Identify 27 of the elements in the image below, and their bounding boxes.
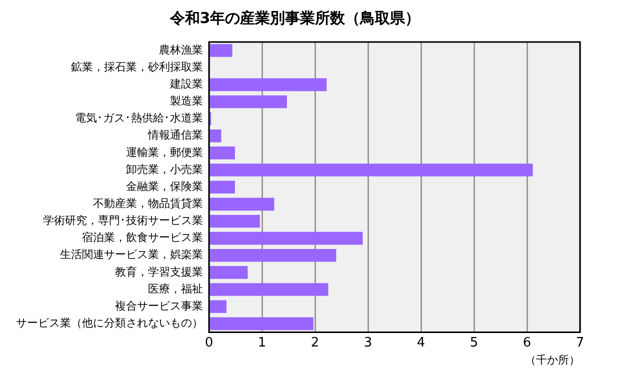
- y-tick-label: 運輸業，郵便業: [126, 146, 203, 159]
- y-tick-label: サービス業（他に分類されないもの）: [16, 316, 203, 330]
- y-tick-label: 情報通信業: [147, 128, 203, 142]
- x-tick-label: 5: [470, 335, 478, 350]
- y-tick-label: 学術研究，専門･技術サービス業: [43, 214, 203, 228]
- y-tick-label: 農林漁業: [159, 43, 203, 56]
- x-tick-label: 4: [416, 335, 426, 350]
- x-tick-label: 3: [364, 335, 372, 350]
- x-tick-label: 2: [310, 335, 320, 350]
- chart-title: 令和3年の産業別事業所数（鳥取県）: [168, 8, 420, 27]
- y-tick-label: 教育，学習支援業: [115, 265, 203, 278]
- y-tick-label: 複合サービス事業: [115, 299, 203, 312]
- x-tick-label: 0: [204, 335, 214, 350]
- y-tick-label: 製造業: [170, 94, 203, 108]
- x-tick-label: 7: [576, 335, 584, 350]
- y-tick-label: 生活関連サービス業，娯楽業: [60, 248, 203, 262]
- x-tick-label: 6: [522, 335, 532, 350]
- x-axis-title: （千か所）: [525, 353, 580, 366]
- y-tick-label: 金融業，保険業: [126, 180, 203, 193]
- y-tick-label: 医療，福祉: [148, 282, 203, 296]
- y-tick-label: 建設業: [169, 78, 203, 91]
- y-tick-label: 宿泊業，飲食サービス業: [82, 231, 203, 244]
- y-tick-label: 不動産業，物品賃貸業: [93, 197, 203, 210]
- x-tick-label: 1: [258, 335, 266, 350]
- y-tick-label: 鉱業，採石業，砂利採取業: [71, 60, 203, 74]
- y-tick-label: 電気･ガス･熱供給･水道業: [75, 112, 203, 125]
- y-tick-label: 卸売業，小売業: [126, 162, 203, 176]
